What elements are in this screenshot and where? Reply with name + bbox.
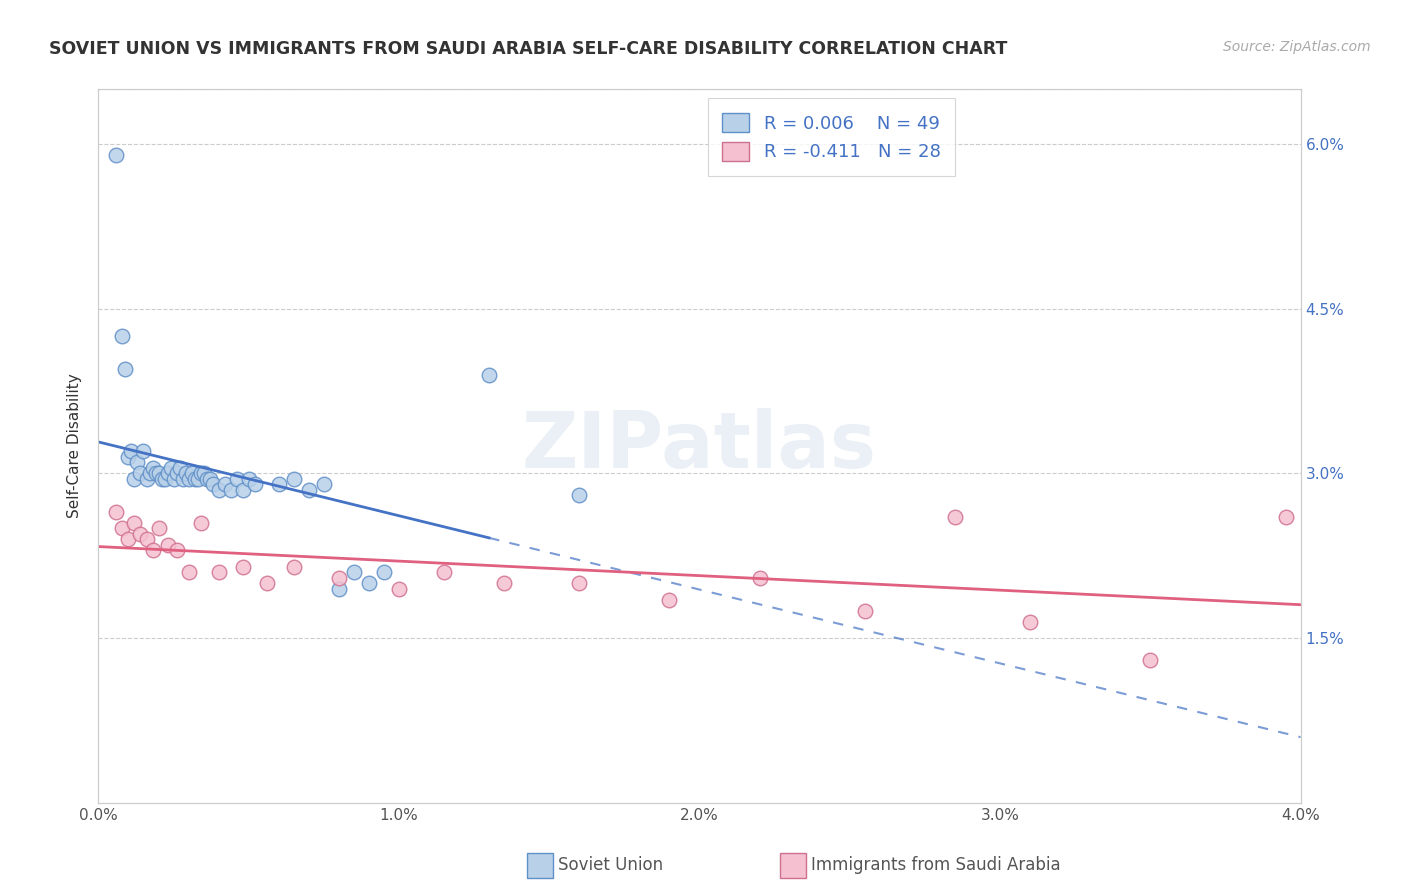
Point: [166, 543, 188, 558]
Text: ZIPatlas: ZIPatlas: [522, 408, 877, 484]
Point: [190, 467, 212, 481]
Point: [1019, 615, 1042, 629]
Point: [105, 148, 128, 162]
Point: [198, 472, 221, 486]
Point: [238, 472, 260, 486]
Text: Soviet Union: Soviet Union: [558, 856, 664, 874]
Point: [166, 467, 188, 481]
Point: [195, 472, 218, 486]
Point: [180, 467, 202, 481]
Point: [172, 472, 194, 486]
Point: [148, 521, 170, 535]
Point: [388, 582, 411, 596]
Point: [135, 472, 157, 486]
Point: [328, 582, 350, 596]
Point: [174, 467, 197, 481]
Point: [219, 483, 242, 497]
Point: [114, 362, 136, 376]
Point: [568, 488, 591, 502]
Y-axis label: Self-Care Disability: Self-Care Disability: [67, 374, 83, 518]
Point: [214, 477, 236, 491]
Point: [105, 505, 128, 519]
Point: [132, 444, 155, 458]
Point: [183, 472, 205, 486]
Point: [124, 472, 146, 486]
Point: [201, 477, 224, 491]
Point: [1139, 653, 1161, 667]
Point: [138, 467, 160, 481]
Text: Source: ZipAtlas.com: Source: ZipAtlas.com: [1223, 40, 1371, 54]
Point: [208, 483, 231, 497]
Point: [225, 472, 247, 486]
Point: [127, 455, 149, 469]
Point: [141, 543, 163, 558]
Point: [145, 467, 167, 481]
Point: [193, 467, 215, 481]
Point: [190, 516, 212, 530]
Text: Immigrants from Saudi Arabia: Immigrants from Saudi Arabia: [811, 856, 1062, 874]
Point: [373, 566, 395, 580]
Point: [312, 477, 335, 491]
Point: [343, 566, 366, 580]
Point: [658, 592, 681, 607]
Point: [135, 533, 157, 547]
Point: [129, 467, 152, 481]
Point: [478, 368, 501, 382]
Point: [283, 559, 305, 574]
Point: [117, 533, 139, 547]
Point: [169, 461, 191, 475]
Point: [177, 472, 200, 486]
Point: [232, 483, 254, 497]
Point: [111, 329, 134, 343]
Point: [124, 516, 146, 530]
Text: SOVIET UNION VS IMMIGRANTS FROM SAUDI ARABIA SELF-CARE DISABILITY CORRELATION CH: SOVIET UNION VS IMMIGRANTS FROM SAUDI AR…: [49, 40, 1008, 58]
Point: [232, 559, 254, 574]
Point: [433, 566, 456, 580]
Point: [177, 566, 200, 580]
Point: [853, 604, 876, 618]
Point: [156, 538, 179, 552]
Point: [208, 566, 231, 580]
Point: [494, 576, 516, 591]
Point: [156, 467, 179, 481]
Point: [141, 461, 163, 475]
Legend: R = 0.006    N = 49, R = -0.411   N = 28: R = 0.006 N = 49, R = -0.411 N = 28: [707, 98, 955, 176]
Point: [748, 571, 770, 585]
Point: [357, 576, 380, 591]
Point: [1274, 510, 1296, 524]
Point: [187, 472, 209, 486]
Point: [568, 576, 591, 591]
Point: [328, 571, 350, 585]
Point: [162, 472, 184, 486]
Point: [256, 576, 278, 591]
Point: [121, 444, 143, 458]
Point: [111, 521, 134, 535]
Point: [150, 472, 173, 486]
Point: [117, 450, 139, 464]
Point: [159, 461, 181, 475]
Point: [148, 467, 170, 481]
Point: [943, 510, 966, 524]
Point: [267, 477, 290, 491]
Point: [298, 483, 321, 497]
Point: [243, 477, 266, 491]
Point: [153, 472, 176, 486]
Point: [283, 472, 305, 486]
Point: [129, 526, 152, 541]
